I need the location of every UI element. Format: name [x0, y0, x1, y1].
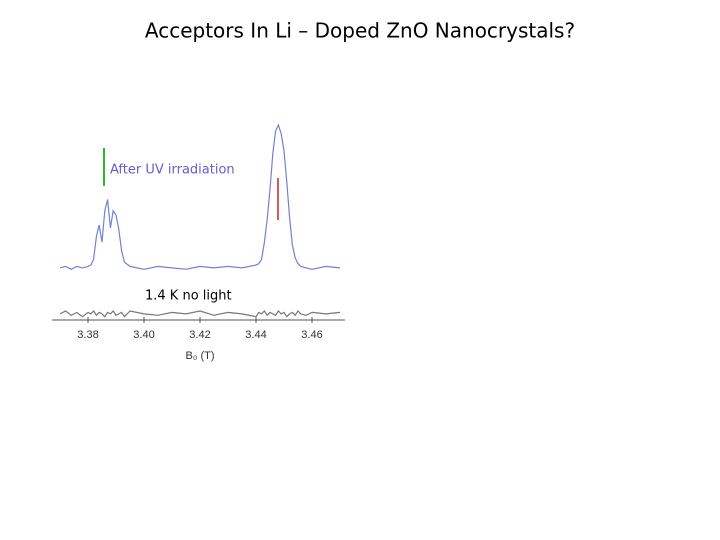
- x-tick-label: 3.46: [301, 329, 322, 341]
- x-tick-label: 3.42: [189, 329, 210, 341]
- spectrum-line: [59, 310, 341, 318]
- x-axis-label: B₀ (T): [185, 350, 214, 362]
- x-tick-label: 3.44: [245, 329, 266, 341]
- slide-title: Acceptors In Li – Doped ZnO Nanocrystals…: [145, 19, 575, 43]
- x-tick-label: 3.40: [133, 329, 154, 341]
- series-label: After UV irradiation: [110, 163, 235, 178]
- x-tick-label: 3.38: [77, 329, 98, 341]
- spectrum-line: [59, 123, 341, 270]
- series-label: 1.4 K no light: [145, 289, 232, 304]
